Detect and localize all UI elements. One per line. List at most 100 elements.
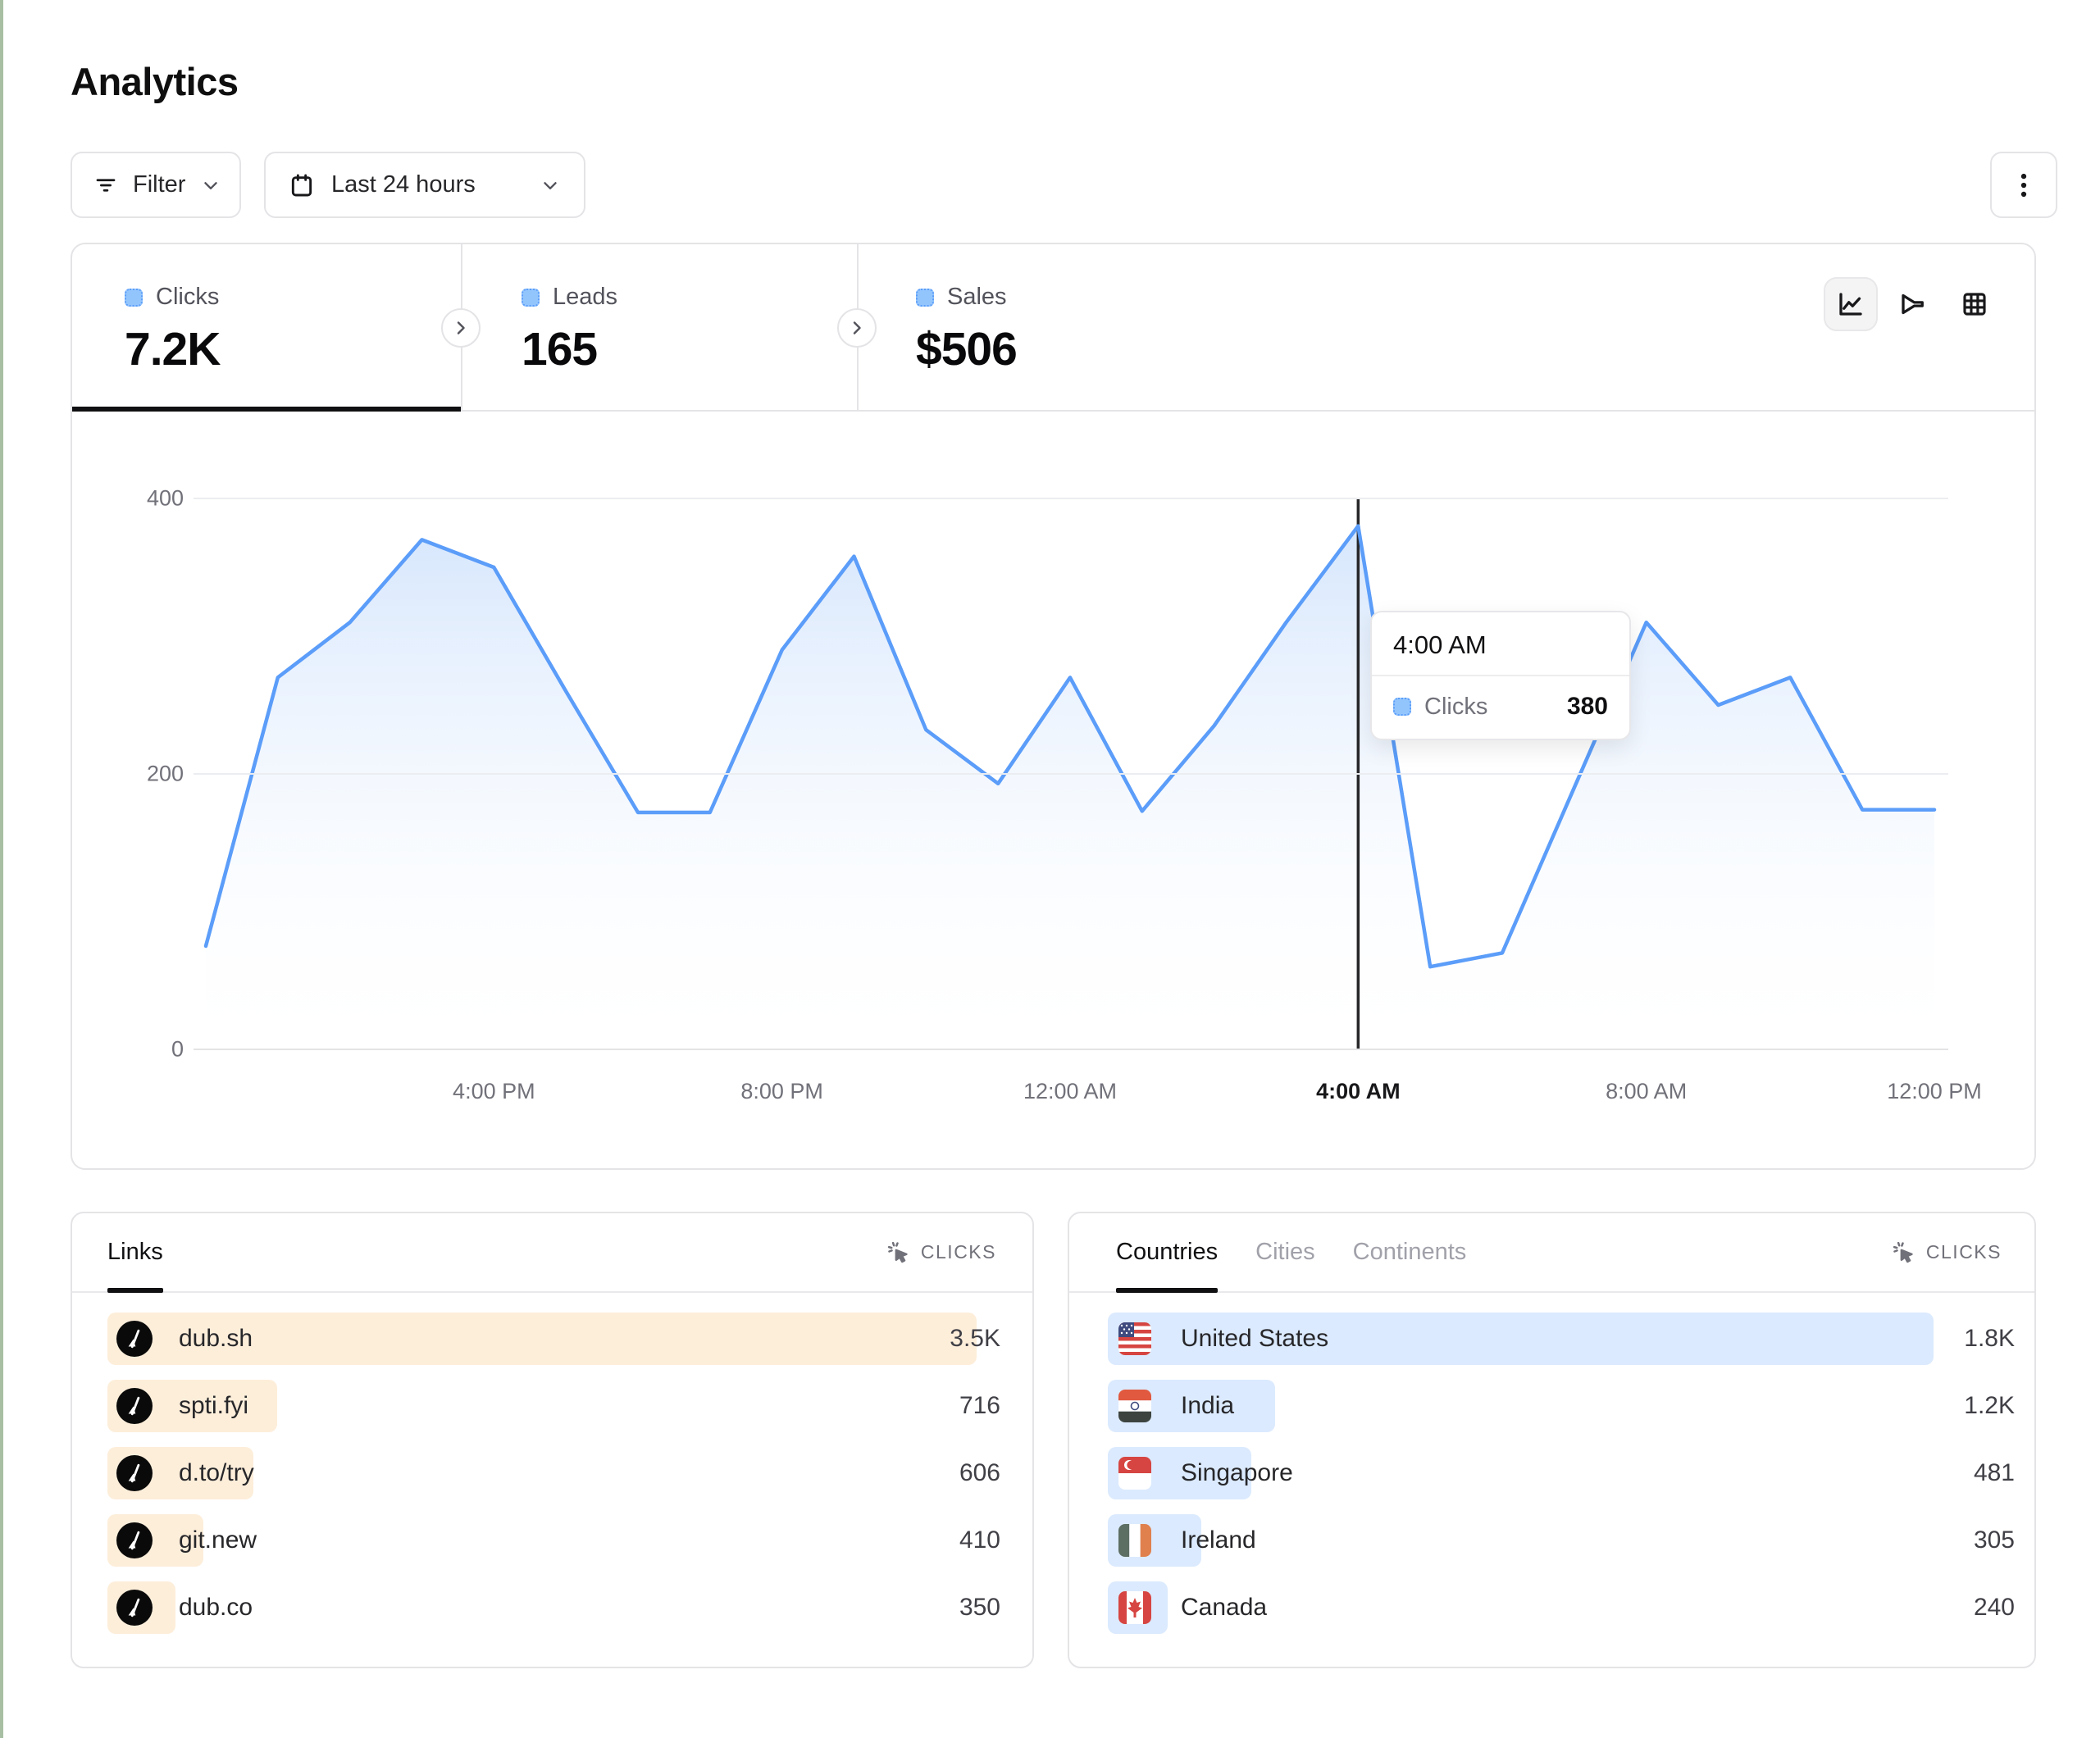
more-options-button[interactable] [1990,152,2057,218]
chart-tooltip: 4:00 AM Clicks 380 [1370,611,1631,740]
link-label: git.new [179,1526,257,1554]
tab-links[interactable]: Links [107,1213,163,1293]
link-row: git.new 410 [107,1514,1032,1567]
analytics-card: Clicks 7.2K Leads 165 Sales $506 4:00 AM Clic… [71,243,2036,1170]
link-clicks-value: 606 [959,1459,1000,1486]
link-item[interactable]: git.new [107,1514,257,1567]
geo-panel: Countries Cities Continents CLICKS United … [1068,1212,2036,1668]
country-label: Ireland [1181,1526,1256,1554]
sales-legend-square [916,288,934,307]
click-cursor-icon [886,1240,911,1265]
date-range-button[interactable]: Last 24 hours [264,152,585,218]
country-item[interactable]: Singapore [1108,1447,1293,1499]
tooltip-divider [1372,675,1629,676]
links-panel: Links CLICKS dub.sh 3.5K spti.fyi 716 d.to/t… [71,1212,1034,1668]
link-label: spti.fyi [179,1392,249,1419]
country-label: Singapore [1181,1459,1293,1486]
filter-button[interactable]: Filter [71,152,241,218]
x-axis-tick: 8:00 AM [1606,1079,1688,1103]
link-clicks-value: 350 [959,1594,1000,1621]
click-cursor-icon [1892,1240,1916,1265]
y-axis-tick: 200 [146,761,184,786]
sg-flag-icon [1118,1457,1151,1490]
dub-logo-icon [116,1321,153,1357]
stat-label: Clicks [156,284,220,310]
link-item[interactable]: dub.co [107,1581,253,1634]
dub-logo-icon [116,1455,153,1491]
funnel-view-button[interactable] [1886,277,1940,331]
stat-value: $506 [916,323,1018,375]
link-item[interactable]: dub.sh [107,1313,253,1365]
links-metric-toggle[interactable]: CLICKS [886,1240,996,1265]
country-item[interactable]: United States [1108,1313,1328,1365]
tooltip-value: 380 [1566,693,1608,720]
stats-row: Clicks 7.2K Leads 165 Sales $506 [72,244,2034,412]
link-item[interactable]: spti.fyi [107,1380,248,1432]
link-clicks-value: 716 [959,1392,1000,1419]
gridline-y-200 [194,773,1948,775]
country-row: India 1.2K [1108,1380,2034,1432]
country-clicks-value: 1.2K [1964,1392,2015,1419]
ie-flag-icon [1118,1524,1151,1557]
clicks-legend-square [125,288,143,307]
in-flag-icon [1118,1390,1151,1422]
country-row: Canada 240 [1108,1581,2034,1634]
stat-label: Leads [553,284,618,310]
links-metric-label: CLICKS [920,1241,996,1263]
geo-metric-label: CLICKS [1925,1241,2002,1263]
dub-logo-icon [116,1522,153,1558]
link-clicks-value: 410 [959,1526,1000,1554]
country-clicks-value: 1.8K [1964,1325,2015,1352]
filter-icon [93,173,118,198]
tooltip-series-label: Clicks [1424,693,1488,720]
stat-tab-clicks[interactable]: Clicks 7.2K [72,244,461,412]
stat-tab-sales[interactable]: Sales $506 [857,244,1267,412]
stat-tab-leads[interactable]: Leads 165 [461,244,857,412]
country-bar [1108,1313,1934,1365]
stat-value: 165 [522,323,598,375]
expand-stat-chevron-right[interactable] [441,308,481,348]
x-axis-tick: 4:00 PM [453,1079,535,1103]
y-axis-tick: 0 [171,1036,184,1062]
country-label: Canada [1181,1594,1268,1621]
country-item[interactable]: India [1108,1380,1234,1432]
link-label: dub.sh [179,1325,253,1352]
calendar-icon [289,172,315,198]
country-label: United States [1181,1325,1329,1352]
kebab-icon [2011,171,2036,199]
us-flag-icon [1118,1322,1151,1355]
link-row: dub.co 350 [107,1581,1032,1634]
country-item[interactable]: Ireland [1108,1514,1256,1567]
chevron-down-icon [540,175,561,196]
country-clicks-value: 305 [1973,1526,2015,1554]
geo-metric-toggle[interactable]: CLICKS [1892,1240,2002,1265]
country-row: Ireland 305 [1108,1514,2034,1567]
tab-countries[interactable]: Countries [1116,1213,1219,1293]
link-item[interactable]: d.to/try [107,1447,254,1499]
country-clicks-value: 481 [1973,1459,2015,1486]
leads-legend-square [522,288,540,307]
x-axis-tick: 8:00 PM [740,1079,823,1103]
grid-view-button[interactable] [1947,277,2002,331]
x-axis-tick: 12:00 PM [1887,1079,1982,1103]
link-label: d.to/try [179,1459,254,1486]
grid-icon [1960,289,1989,319]
country-item[interactable]: Canada [1108,1581,1267,1634]
country-clicks-value: 240 [1973,1594,2015,1621]
active-stat-underline [72,407,461,412]
link-label: dub.co [179,1594,253,1621]
line-chart-view-button[interactable] [1824,277,1878,331]
page-title: Analytics [71,60,239,103]
funnel-icon [1898,289,1928,319]
link-row: dub.sh 3.5K [107,1313,1032,1365]
clicks-chart[interactable]: 4:00 AM Clicks 380 0 200 400 4:00 PM 8:00 PM… [72,412,2038,1172]
expand-stat-chevron-right[interactable] [837,308,877,348]
line-chart-icon [1836,289,1865,319]
link-row: d.to/try 606 [107,1447,1032,1499]
stat-label: Sales [947,284,1007,310]
tab-cities[interactable]: Cities [1255,1239,1315,1265]
country-label: India [1181,1392,1235,1419]
ca-flag-icon [1118,1591,1151,1624]
tab-continents[interactable]: Continents [1352,1239,1467,1265]
